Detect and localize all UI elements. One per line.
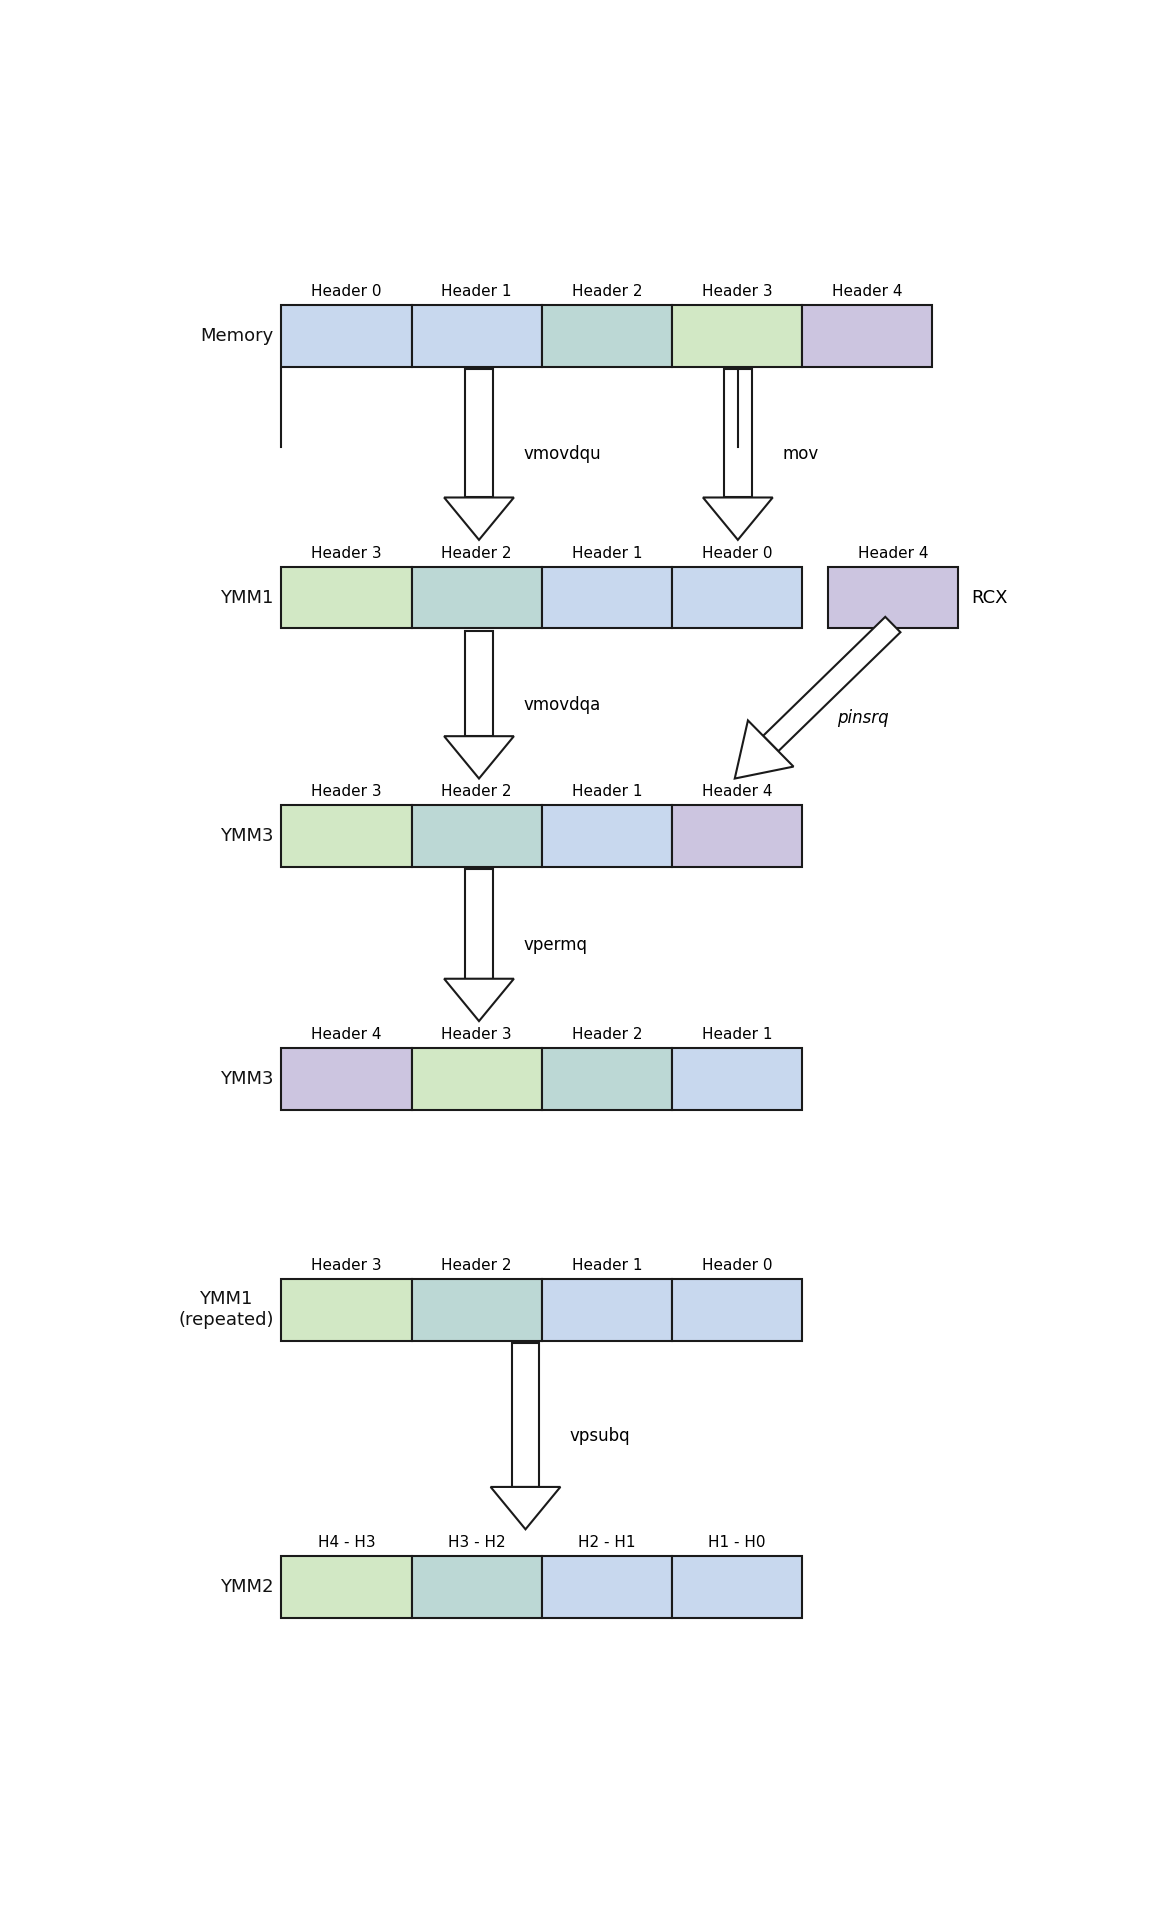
Bar: [412, 1047, 542, 1109]
Text: Header 3: Header 3: [311, 545, 381, 560]
Text: Memory: Memory: [201, 327, 274, 344]
Text: vmovdqa: vmovdqa: [524, 696, 600, 713]
Polygon shape: [735, 721, 794, 779]
Bar: [672, 305, 802, 367]
Text: Header 3: Header 3: [702, 284, 772, 299]
Bar: [412, 566, 542, 628]
Text: YMM3: YMM3: [220, 1070, 274, 1088]
Text: vmovdqu: vmovdqu: [524, 446, 600, 464]
Bar: [724, 369, 752, 497]
Polygon shape: [444, 980, 514, 1022]
Text: RCX: RCX: [971, 589, 1007, 607]
Bar: [281, 806, 412, 867]
Text: Header 4: Header 4: [858, 545, 928, 560]
Bar: [672, 1557, 802, 1617]
Bar: [465, 630, 493, 736]
Text: pinsrq: pinsrq: [837, 709, 888, 726]
Bar: [802, 305, 933, 367]
Text: YMM1
(repeated): YMM1 (repeated): [178, 1291, 274, 1329]
Bar: [412, 305, 542, 367]
Text: vpsubq: vpsubq: [570, 1428, 631, 1445]
Polygon shape: [763, 616, 900, 752]
Bar: [542, 806, 672, 867]
Text: Header 2: Header 2: [442, 1258, 512, 1273]
Text: Header 1: Header 1: [571, 1258, 642, 1273]
Bar: [672, 1279, 802, 1341]
Bar: [512, 1343, 540, 1488]
Bar: [412, 806, 542, 867]
Text: Header 3: Header 3: [311, 784, 381, 800]
Text: Header 3: Header 3: [311, 1258, 381, 1273]
Polygon shape: [703, 497, 773, 539]
Text: H2 - H1: H2 - H1: [578, 1536, 635, 1549]
Bar: [281, 566, 412, 628]
Text: YMM3: YMM3: [220, 827, 274, 846]
Polygon shape: [491, 1488, 561, 1530]
Text: Header 0: Header 0: [311, 284, 381, 299]
Text: H1 - H0: H1 - H0: [708, 1536, 766, 1549]
Bar: [465, 869, 493, 980]
Text: vpermq: vpermq: [524, 937, 588, 954]
Bar: [281, 305, 412, 367]
Bar: [542, 305, 672, 367]
Text: Header 0: Header 0: [702, 545, 772, 560]
Bar: [281, 1279, 412, 1341]
Bar: [281, 1557, 412, 1617]
Bar: [465, 369, 493, 497]
Text: Header 1: Header 1: [571, 545, 642, 560]
Bar: [828, 566, 958, 628]
Bar: [542, 1047, 672, 1109]
Text: Header 1: Header 1: [442, 284, 512, 299]
Text: Header 2: Header 2: [442, 545, 512, 560]
Text: Header 4: Header 4: [311, 1028, 381, 1041]
Text: Header 2: Header 2: [571, 284, 642, 299]
Text: Header 2: Header 2: [571, 1028, 642, 1041]
Text: H3 - H2: H3 - H2: [448, 1536, 506, 1549]
Bar: [672, 566, 802, 628]
Text: Header 4: Header 4: [702, 784, 772, 800]
Text: Header 4: Header 4: [833, 284, 902, 299]
Text: Header 0: Header 0: [702, 1258, 772, 1273]
Text: YMM2: YMM2: [220, 1578, 274, 1596]
Bar: [281, 1047, 412, 1109]
Text: mov: mov: [782, 446, 819, 464]
Text: Header 1: Header 1: [702, 1028, 772, 1041]
Text: Header 1: Header 1: [571, 784, 642, 800]
Polygon shape: [444, 497, 514, 539]
Text: YMM1: YMM1: [220, 589, 274, 607]
Bar: [672, 806, 802, 867]
Bar: [672, 1047, 802, 1109]
Bar: [542, 1279, 672, 1341]
Polygon shape: [444, 736, 514, 779]
Text: Header 3: Header 3: [442, 1028, 512, 1041]
Bar: [412, 1279, 542, 1341]
Text: Header 2: Header 2: [442, 784, 512, 800]
Text: H4 - H3: H4 - H3: [317, 1536, 375, 1549]
Bar: [412, 1557, 542, 1617]
Bar: [542, 566, 672, 628]
Bar: [542, 1557, 672, 1617]
